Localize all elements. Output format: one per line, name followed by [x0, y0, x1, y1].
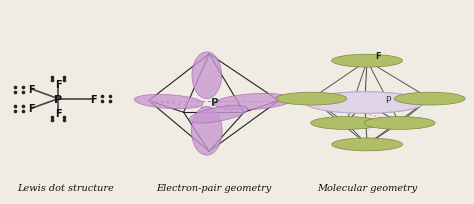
Ellipse shape — [311, 117, 382, 130]
Ellipse shape — [364, 117, 435, 130]
Text: F: F — [90, 94, 96, 104]
Text: F: F — [375, 52, 381, 61]
Text: P: P — [211, 97, 219, 107]
Ellipse shape — [276, 93, 347, 105]
Text: Molecular geometry: Molecular geometry — [317, 183, 417, 192]
Text: Lewis dot structure: Lewis dot structure — [17, 183, 113, 192]
Text: P: P — [54, 94, 62, 104]
Ellipse shape — [306, 92, 424, 114]
Text: F: F — [55, 80, 62, 90]
Text: F: F — [28, 85, 35, 95]
Ellipse shape — [191, 107, 222, 155]
Text: P: P — [385, 96, 391, 105]
Ellipse shape — [214, 94, 292, 110]
Ellipse shape — [332, 138, 402, 151]
Text: Electron-pair geometry: Electron-pair geometry — [156, 183, 272, 192]
Ellipse shape — [306, 92, 424, 114]
Ellipse shape — [394, 93, 465, 105]
Ellipse shape — [134, 95, 203, 109]
Ellipse shape — [332, 55, 402, 68]
Ellipse shape — [192, 53, 222, 99]
Text: F: F — [28, 104, 35, 114]
Text: F: F — [55, 109, 62, 119]
Ellipse shape — [189, 106, 247, 123]
